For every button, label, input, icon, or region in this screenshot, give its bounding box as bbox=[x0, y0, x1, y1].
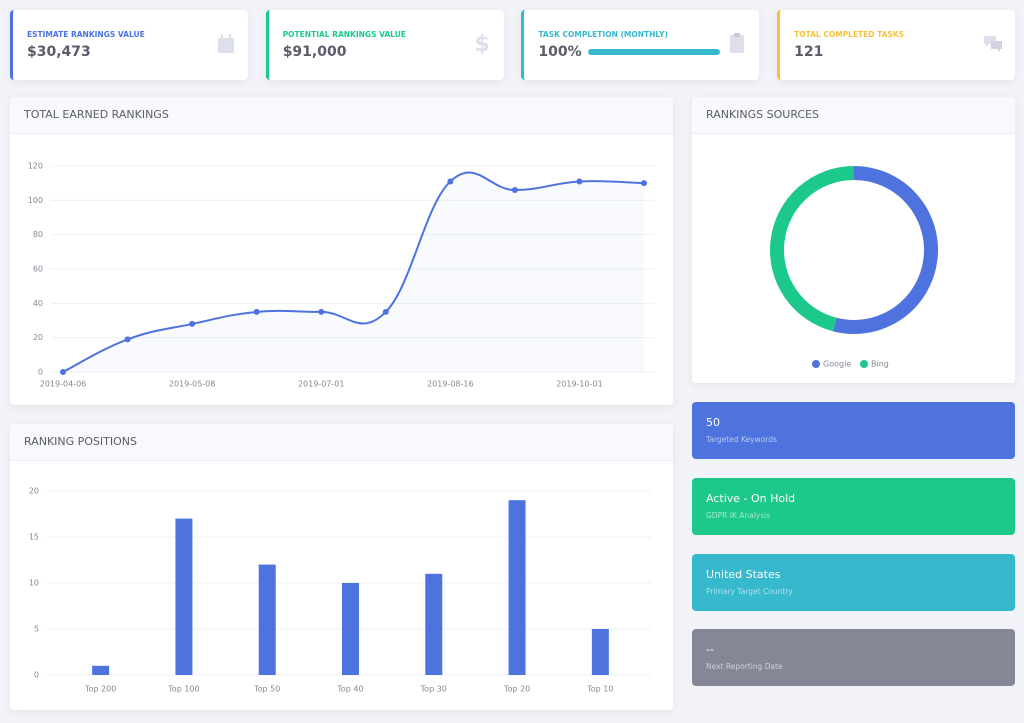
card-icon bbox=[218, 34, 234, 53]
info-value: 50 bbox=[706, 416, 720, 429]
bar bbox=[342, 583, 359, 675]
panel-title: Total Earned Rankings bbox=[10, 97, 673, 134]
info-box: Active - On Hold GDPR IK Analysis bbox=[692, 477, 1015, 535]
y-tick-label: 0 bbox=[34, 671, 39, 680]
legend-label: Google bbox=[823, 360, 851, 369]
point bbox=[511, 187, 518, 194]
x-tick-label: 2019-07-01 bbox=[298, 380, 345, 389]
bar-chart: 0 5 10 15 20 Top 200 Top 100 Top 50 Top 40 Top 30… bbox=[29, 487, 652, 694]
info-value: United States bbox=[706, 567, 781, 581]
x-tick-label: 2019-08-16 bbox=[427, 380, 474, 389]
y-tick-label: 20 bbox=[29, 487, 39, 496]
x-tick-label: Top 200 bbox=[84, 685, 116, 694]
y-tick-label: 5 bbox=[34, 625, 39, 634]
info-label: Primary Target Country bbox=[706, 586, 793, 596]
info-value: -- bbox=[706, 643, 714, 657]
info-box: -- Next Reporting Date bbox=[692, 629, 1015, 687]
bar bbox=[92, 665, 110, 675]
x-tick-label: Top 20 bbox=[503, 685, 530, 694]
x-tick-label: Top 100 bbox=[167, 685, 199, 694]
area bbox=[63, 172, 644, 372]
point bbox=[318, 308, 325, 315]
legend-swatch bbox=[812, 360, 820, 368]
point bbox=[253, 308, 260, 315]
y-tick-label: 15 bbox=[29, 533, 39, 542]
x-tick-label: 2019-05-08 bbox=[169, 380, 216, 389]
y-tick-label: 0 bbox=[38, 368, 43, 377]
kpi-card: Total Completed Tasks 121 bbox=[777, 10, 1016, 80]
pie-panel: Rankings Sources Google Bing bbox=[692, 97, 1015, 383]
point bbox=[60, 369, 66, 375]
card-title: Task Completion (Monthly) bbox=[538, 30, 668, 39]
kpi-card: Potential Rankings Value $91,000 $ bbox=[265, 10, 504, 80]
y-tick-label: 60 bbox=[33, 265, 43, 274]
point bbox=[189, 320, 196, 327]
progress-track bbox=[588, 49, 721, 55]
line-panel: Total Earned Rankings 0 20 40 60 80 100 120 201… bbox=[10, 97, 673, 405]
card-title: Estimate Rankings Value bbox=[27, 30, 145, 39]
line-chart: 0 20 40 60 80 100 120 2019-04-06 2019-05-08 2019-… bbox=[28, 162, 654, 389]
slice bbox=[770, 166, 855, 332]
y-tick-label: 80 bbox=[33, 230, 43, 239]
x-tick-label: Top 10 bbox=[586, 685, 613, 694]
progress-bar bbox=[588, 49, 721, 55]
line bbox=[62, 171, 645, 373]
card-value: 100% bbox=[538, 44, 582, 60]
kpi-card: Estimate Rankings Value $30,473 bbox=[10, 10, 248, 80]
point bbox=[447, 178, 454, 185]
slice bbox=[833, 166, 938, 334]
point bbox=[641, 180, 647, 187]
card-icon: $ bbox=[474, 32, 489, 56]
info-value: Active - On Hold bbox=[706, 491, 796, 505]
svg-text:$: $ bbox=[474, 32, 489, 56]
info-box: 50 Targeted Keywords bbox=[692, 402, 1015, 459]
card-value: 121 bbox=[794, 44, 824, 60]
card-value: $30,473 bbox=[27, 44, 91, 60]
bar bbox=[175, 518, 193, 675]
bar bbox=[508, 500, 526, 675]
y-tick-label: 20 bbox=[33, 333, 43, 342]
panel-title: Ranking Positions bbox=[10, 424, 673, 461]
point bbox=[124, 336, 131, 343]
card-icon bbox=[730, 33, 745, 53]
x-tick-label: 2019-10-01 bbox=[556, 380, 603, 389]
x-tick-label: Top 30 bbox=[420, 685, 447, 694]
card-value: $91,000 bbox=[282, 44, 347, 60]
legend-swatch bbox=[860, 360, 868, 368]
info-label: Next Reporting Date bbox=[706, 662, 783, 672]
legend-label: Bing bbox=[871, 360, 889, 369]
y-tick-label: 100 bbox=[28, 196, 43, 205]
info-label: Targeted Keywords bbox=[706, 435, 777, 444]
x-tick-label: 2019-04-06 bbox=[40, 380, 87, 389]
info-label: GDPR IK Analysis bbox=[706, 510, 771, 520]
donut-chart: Google Bing bbox=[770, 166, 938, 369]
point bbox=[576, 178, 583, 185]
point bbox=[382, 308, 389, 315]
card-title: Potential Rankings Value bbox=[282, 30, 406, 39]
panel-title: Rankings Sources bbox=[692, 97, 1015, 134]
y-tick-label: 40 bbox=[33, 299, 43, 308]
kpi-card: Task Completion (Monthly) 100% bbox=[521, 10, 760, 80]
card-icon bbox=[984, 36, 1003, 52]
bar bbox=[425, 573, 443, 675]
info-box: United States Primary Target Country bbox=[692, 553, 1015, 611]
y-tick-label: 10 bbox=[29, 579, 39, 588]
y-tick-label: 120 bbox=[28, 162, 43, 171]
bar bbox=[591, 629, 609, 675]
x-tick-label: Top 40 bbox=[336, 685, 363, 694]
x-tick-label: Top 50 bbox=[253, 685, 280, 694]
bar-panel: Ranking Positions 0 5 10 15 20 Top 200 Top 100… bbox=[10, 424, 673, 710]
card-title: Total Completed Tasks bbox=[794, 30, 905, 39]
bar bbox=[258, 564, 276, 675]
